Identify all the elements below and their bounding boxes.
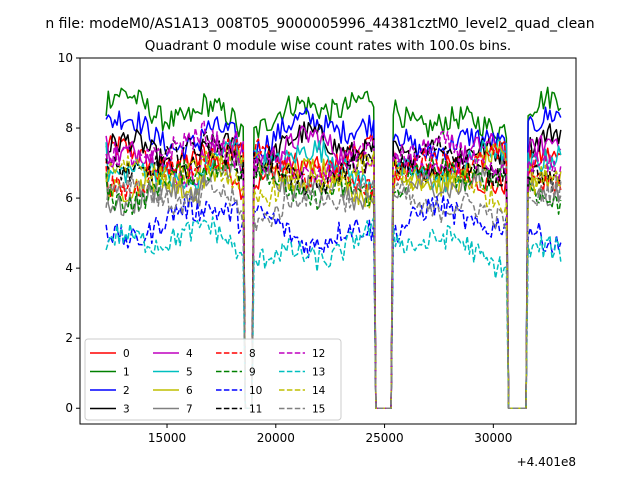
legend-label: 5 (186, 367, 193, 379)
legend-label: 14 (312, 385, 326, 397)
x-tick-label: 30000 (474, 431, 512, 445)
series-line-12 (105, 120, 562, 409)
x-tick-label: 15000 (148, 431, 186, 445)
series-line-8 (105, 138, 562, 409)
legend-label: 0 (123, 348, 130, 360)
legend-label: 3 (123, 404, 130, 416)
y-tick-label: 2 (65, 331, 73, 345)
x-axis: 15000 20000 25000 30000 (148, 424, 512, 445)
series-line-15 (105, 174, 562, 409)
legend-label: 15 (312, 404, 325, 416)
y-tick-label: 6 (65, 191, 73, 205)
x-offset-label: +4.401e8 (517, 455, 576, 469)
series-line-10 (105, 194, 562, 409)
x-tick-label: 25000 (365, 431, 403, 445)
y-tick-label: 0 (65, 401, 73, 415)
series-line-3 (105, 121, 562, 409)
legend-label: 1 (123, 367, 130, 379)
series-line-13 (105, 216, 562, 409)
series-line-1 (105, 86, 562, 409)
y-tick-label: 10 (58, 51, 73, 65)
legend-label: 11 (249, 404, 262, 416)
legend-label: 6 (186, 385, 193, 397)
legend-label: 7 (186, 404, 193, 416)
legend-label: 13 (312, 367, 325, 379)
y-tick-label: 8 (65, 121, 73, 135)
axes-frame (79, 57, 577, 425)
y-tick-label: 4 (65, 261, 73, 275)
legend-label: 9 (249, 367, 256, 379)
series-line-9 (105, 155, 562, 409)
legend-label: 10 (249, 385, 262, 397)
series-line-11 (105, 131, 562, 409)
figure-suptitle: n file: modeM0/AS1A13_008T05_9000005996_… (45, 16, 594, 32)
series-line-7 (105, 154, 562, 409)
series-line-14 (105, 150, 562, 409)
legend-label: 2 (123, 385, 130, 397)
y-axis: 0 2 4 6 8 10 (58, 51, 80, 415)
legend-label: 4 (186, 348, 193, 360)
plot-area (79, 57, 577, 425)
series-layer (105, 86, 562, 409)
x-tick-label: 20000 (257, 431, 295, 445)
legend-label: 12 (312, 348, 325, 360)
chart-title: Quadrant 0 module wise count rates with … (145, 38, 511, 54)
legend-frame (84, 338, 342, 421)
legend-label: 8 (249, 348, 256, 360)
